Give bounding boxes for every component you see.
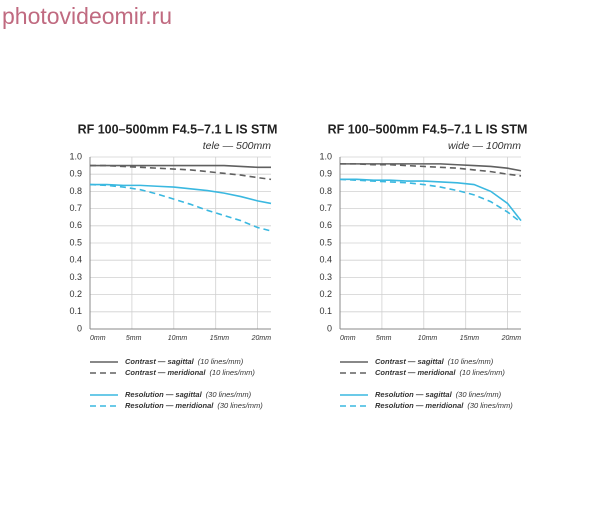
y-tick-label: 0.6 — [319, 220, 332, 230]
legend-note: (10 lines/mm) — [459, 368, 505, 377]
series-line — [90, 183, 272, 205]
legend-label: Contrast — sagittal — [375, 357, 445, 366]
y-tick-label: 0.7 — [69, 203, 82, 213]
chart-title: RF 100–500mm F4.5–7.1 L IS STM — [78, 122, 278, 136]
chart-subtitle: tele — 500mm — [203, 140, 272, 152]
y-tick-label: 0.3 — [319, 272, 332, 282]
y-tick-label: 0.8 — [69, 186, 82, 196]
legend-label: Contrast — sagittal — [125, 357, 195, 366]
series-line — [90, 164, 272, 181]
x-tick-label: 20mm — [501, 335, 522, 342]
y-tick-label: 0.4 — [319, 255, 332, 265]
y-tick-label: 0.9 — [69, 169, 82, 179]
legend-label: Contrast — meridional — [125, 368, 206, 377]
series-line — [340, 163, 522, 177]
y-tick-label: 0.8 — [319, 186, 332, 196]
chart-subtitle: wide — 100mm — [448, 140, 521, 152]
chart-title: RF 100–500mm F4.5–7.1 L IS STM — [328, 122, 528, 136]
y-tick-label: 0.2 — [319, 289, 332, 299]
legend-label: Resolution — meridional — [375, 401, 464, 410]
series-line — [340, 178, 522, 222]
y-tick-label: 0.3 — [69, 272, 82, 282]
y-tick-label: 0.2 — [69, 289, 82, 299]
legend-note: (30 lines/mm) — [217, 401, 263, 410]
x-tick-label: 5mm — [126, 335, 142, 342]
y-tick-label: 0.4 — [69, 255, 82, 265]
legend-note: (10 lines/mm) — [198, 357, 244, 366]
y-tick-label: 0 — [327, 323, 332, 333]
y-tick-label: 0.1 — [319, 306, 332, 316]
x-tick-label: 0mm — [90, 335, 106, 342]
legend-note: (30 lines/mm) — [467, 401, 513, 410]
y-tick-label: 0.1 — [69, 306, 82, 316]
y-tick-label: 0.5 — [319, 237, 332, 247]
x-tick-label: 10mm — [418, 335, 438, 342]
legend-label: Resolution — sagittal — [125, 390, 203, 399]
series-line — [90, 164, 271, 169]
legend-label: Resolution — sagittal — [375, 390, 453, 399]
x-tick-label: 15mm — [210, 335, 230, 342]
x-tick-label: 10mm — [168, 335, 188, 342]
y-tick-label: 1.0 — [319, 151, 332, 161]
y-tick-label: 1.0 — [69, 151, 82, 161]
x-tick-label: 5mm — [376, 335, 392, 342]
x-tick-label: 20mm — [251, 335, 272, 342]
y-tick-label: 0 — [77, 323, 82, 333]
y-tick-label: 0.6 — [69, 220, 82, 230]
legend-label: Resolution — meridional — [125, 401, 214, 410]
y-tick-label: 0.7 — [319, 203, 332, 213]
legend-note: (30 lines/mm) — [206, 390, 252, 399]
y-tick-label: 0.9 — [319, 169, 332, 179]
y-tick-label: 0.5 — [69, 237, 82, 247]
legend-note: (10 lines/mm) — [448, 357, 494, 366]
series-line — [339, 178, 522, 223]
legend-note: (30 lines/mm) — [456, 390, 502, 399]
legend-label: Contrast — meridional — [375, 368, 456, 377]
legend-note: (10 lines/mm) — [209, 368, 255, 377]
x-tick-label: 0mm — [340, 335, 356, 342]
x-tick-label: 15mm — [460, 335, 480, 342]
watermark: photovideomir.ru — [2, 3, 172, 29]
series-line — [89, 183, 272, 232]
